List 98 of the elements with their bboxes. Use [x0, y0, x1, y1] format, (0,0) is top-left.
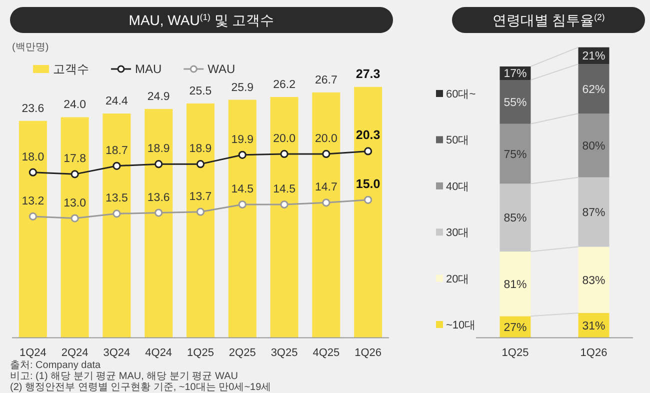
legend-label: 30대	[446, 227, 470, 240]
legend-label: WAU	[208, 62, 236, 76]
legend-label: 60대~	[446, 88, 476, 100]
bar	[500, 124, 531, 184]
legend-label: 고객수	[53, 62, 89, 76]
bar	[60, 117, 89, 338]
data-label: 18.0	[22, 151, 44, 164]
bar	[354, 86, 382, 338]
data-label: 62%	[582, 84, 606, 96]
bar	[500, 252, 531, 316]
text: (2) 행정안전부 연령별 인구현황 기준, ~10대는 만0세~19세	[10, 382, 272, 393]
data-label: 14.5	[273, 183, 296, 196]
point	[364, 196, 372, 204]
bar	[18, 120, 47, 338]
data-label: 14.5	[231, 183, 254, 196]
bar	[270, 97, 298, 338]
source-note: 출처: Company data	[10, 360, 102, 371]
data-label: 19.9	[231, 134, 254, 146]
point	[112, 162, 121, 170]
data-label: 25.5	[189, 85, 212, 98]
data-label: 14.7	[314, 182, 338, 194]
bar	[500, 80, 531, 124]
data-label: 13.6	[147, 192, 170, 204]
data-label: 13.0	[64, 197, 86, 210]
data-label: 83%	[582, 274, 606, 287]
data-label: 55%	[504, 96, 527, 109]
data-label: 80%	[582, 140, 606, 152]
data-label: 27%	[504, 322, 527, 334]
point	[28, 168, 37, 176]
x-tick-label: 3Q24	[103, 347, 130, 359]
legend-label: 40대	[446, 180, 470, 193]
bar	[102, 114, 131, 338]
data-label: 15.0	[356, 176, 380, 191]
x-tick-label: 1Q26	[354, 347, 382, 359]
bar	[186, 103, 214, 338]
data-label: 26.2	[273, 79, 296, 92]
data-label: 27.3	[356, 66, 380, 81]
data-label: 23.6	[22, 102, 44, 115]
legend-label: ~10대	[446, 320, 476, 332]
point	[112, 210, 121, 218]
data-label: 24.0	[64, 99, 86, 112]
data-label: 87%	[582, 207, 606, 220]
x-tick-label: 1Q25	[502, 347, 529, 359]
data-label: 25.9	[231, 82, 254, 94]
bar	[228, 100, 256, 338]
chart-title: MAU, WAU$^{(1)}$ 및 고객수	[128, 12, 274, 28]
point	[70, 214, 79, 222]
data-label: 17.8	[64, 153, 86, 166]
point	[238, 150, 246, 159]
legend-label: 20대	[446, 273, 470, 286]
point	[154, 208, 163, 217]
point	[280, 150, 288, 158]
bar	[578, 64, 610, 114]
point	[28, 212, 37, 220]
x-tick-label: 1Q25	[187, 347, 214, 359]
data-label: 13.5	[106, 192, 128, 205]
data-label: 81%	[504, 278, 527, 291]
data-label: 18.9	[189, 143, 212, 156]
data-label: 20.0	[273, 132, 296, 145]
data-label: 13.2	[22, 195, 44, 208]
point	[196, 208, 205, 216]
point	[322, 150, 330, 158]
data-label: 18.9	[147, 143, 170, 156]
data-label: 24.9	[147, 90, 170, 103]
data-label: 85%	[504, 212, 527, 225]
x-tick-label: 2Q25	[228, 347, 256, 359]
point	[70, 170, 79, 178]
data-label: 75%	[504, 148, 527, 161]
text: 비고: (1) 해당 분기 평균 MAU, 해당 분기 평균 WAU	[10, 371, 238, 382]
point	[364, 147, 372, 156]
bar	[578, 114, 610, 178]
bar	[578, 246, 610, 313]
legend-label: 50대	[446, 134, 470, 147]
data-label: 13.7	[189, 190, 212, 203]
y-axis-title: (백만명)	[12, 42, 49, 53]
bar	[312, 92, 340, 338]
chart-title: 연령대별 침투율$^{(2)}$	[492, 12, 605, 28]
data-label: 20.0	[314, 132, 338, 145]
data-label: 21%	[582, 50, 606, 63]
legend-label: MAU	[135, 62, 162, 76]
x-tick-label: 2Q24	[61, 347, 88, 359]
data-label: 17%	[504, 68, 527, 80]
x-tick-label: 1Q26	[580, 347, 608, 359]
data-label: 20.3	[356, 128, 380, 142]
x-tick-label: 4Q25	[312, 347, 340, 359]
data-label: 24.4	[106, 96, 129, 108]
bar	[144, 108, 173, 338]
point	[196, 160, 205, 168]
point	[322, 198, 330, 207]
data-label: 18.7	[106, 144, 128, 157]
point	[154, 160, 163, 168]
x-tick-label: 1Q24	[19, 347, 46, 359]
x-tick-label: 4Q24	[145, 347, 172, 359]
point	[238, 200, 246, 209]
point	[280, 200, 288, 209]
x-tick-label: 3Q25	[270, 347, 298, 359]
data-label: 31%	[582, 320, 606, 332]
data-label: 26.7	[314, 74, 338, 86]
